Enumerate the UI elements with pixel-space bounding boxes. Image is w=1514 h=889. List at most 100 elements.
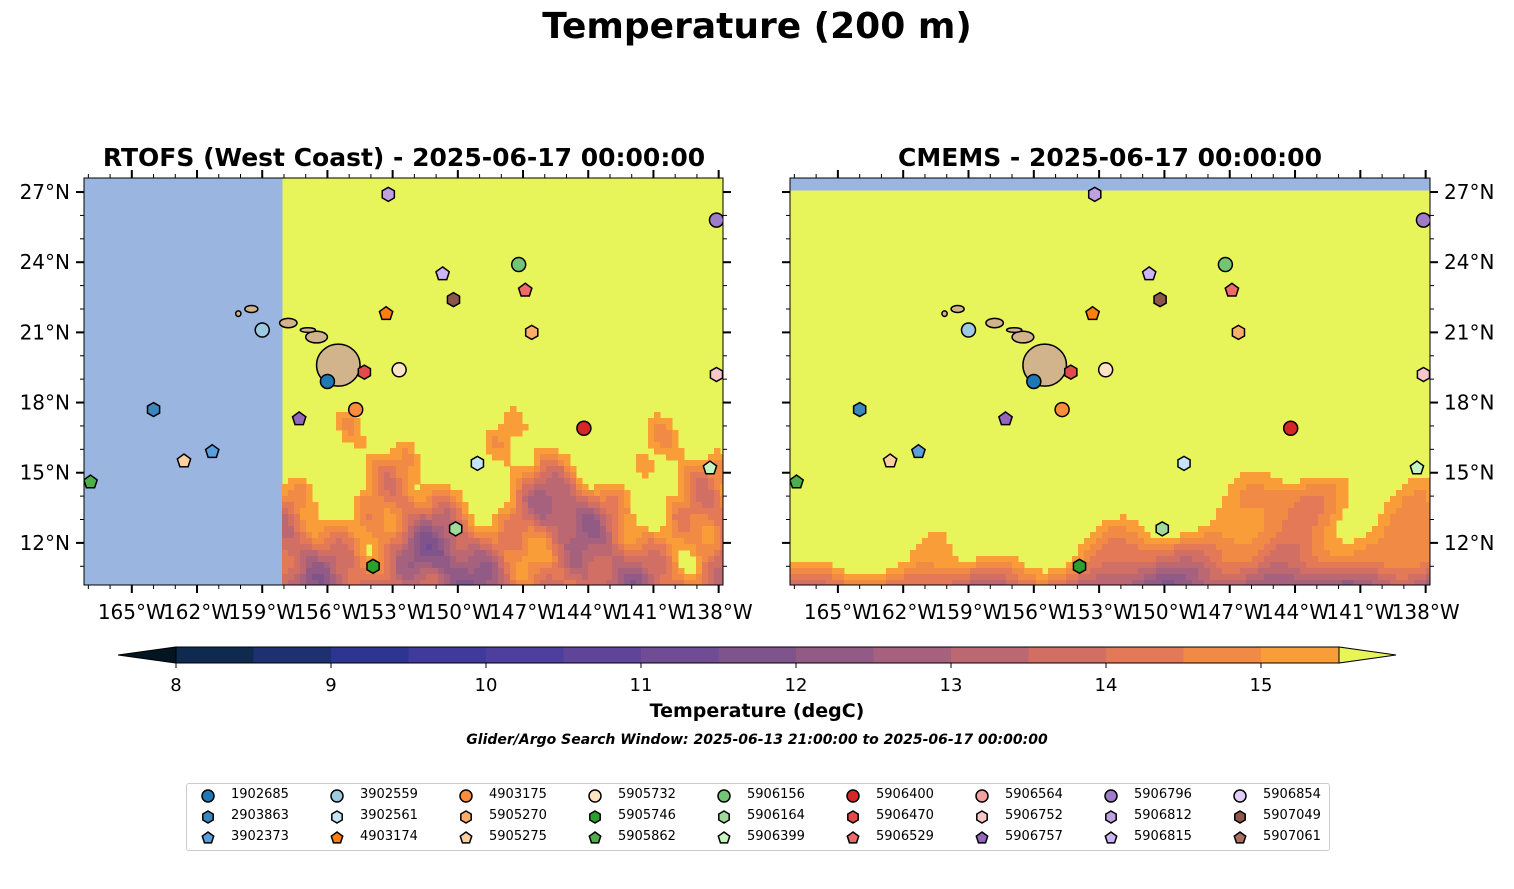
float-marker-5906156 [510, 256, 527, 273]
colorbar-segment [718, 647, 797, 663]
float-marker-5905862 [790, 474, 805, 489]
legend-label: 5906796 [1134, 787, 1192, 802]
legend-marker-icon [331, 810, 343, 824]
float-marker-5906399 [702, 460, 718, 475]
rtofs-xtick-label: 159°W [228, 600, 296, 624]
float-marker-5906796 [708, 212, 723, 228]
float-marker-3902561 [1177, 455, 1191, 472]
cmems-xtick-label: 144°W [1261, 600, 1329, 624]
colorbar-extend-low [117, 646, 177, 664]
colorbar-segment [873, 647, 952, 663]
float-marker-5906815 [1141, 265, 1157, 281]
float-marker-5906156 [1217, 256, 1234, 273]
legend-marker-icon [588, 831, 602, 844]
legend-marker-pentagon [1233, 831, 1247, 844]
float-marker-5905746 [366, 558, 380, 575]
float-legend: 1902685 2903863 3902373 3902559 3902561 49031… [186, 783, 1330, 851]
legend-label: 5907049 [1263, 808, 1321, 823]
cmems-island-molokai [1005, 326, 1023, 334]
float-marker-5905275 [176, 453, 192, 468]
float-marker-2903863 [852, 401, 867, 418]
legend-marker-hexagon [847, 810, 859, 824]
legend-marker-icon [1104, 789, 1118, 803]
rtofs-xtick-label: 147°W [489, 600, 557, 624]
legend-label: 5906854 [1263, 787, 1321, 802]
cmems-xtick-label: 150°W [1130, 600, 1198, 624]
float-marker-5906529 [1224, 282, 1240, 297]
colorbar-segment [1261, 647, 1339, 663]
legend-label: 3902373 [231, 829, 289, 844]
legend-marker-circle [201, 789, 215, 803]
legend-marker-pentagon [201, 831, 215, 844]
rtofs-panel-title: RTOFS (West Coast) - 2025-06-17 00:00:00 [102, 143, 706, 172]
legend-marker-pentagon [846, 831, 860, 844]
float-marker-5906796 [1415, 212, 1430, 228]
rtofs-ytick-label: 24°N [20, 250, 70, 274]
rtofs-island-oahu [278, 317, 298, 329]
legend-marker-hexagon [1105, 810, 1117, 824]
cmems-float-markers [790, 178, 1430, 575]
float-marker-2903863 [146, 401, 161, 418]
legend-label: 5906564 [1005, 787, 1063, 802]
legend-marker-icon [717, 831, 731, 844]
legend-marker-icon [1105, 810, 1117, 824]
legend-marker-icon [459, 789, 473, 803]
rtofs-xtick-label: 150°W [424, 600, 492, 624]
legend-label: 5907061 [1263, 829, 1321, 844]
float-marker-3902373 [910, 443, 926, 459]
rtofs-island-niihau [234, 310, 242, 318]
cmems-island-oahu [985, 317, 1005, 329]
cmems-ytick-label: 27°N [1444, 180, 1494, 204]
legend-marker-icon [975, 789, 989, 803]
cmems-xtick-label: 156°W [1000, 600, 1068, 624]
float-marker-5907049 [446, 291, 461, 308]
rtofs-xtick-label: 144°W [554, 600, 622, 624]
legend-label: 4903174 [360, 829, 418, 844]
colorbar-segment [408, 647, 487, 663]
legend-marker-circle [588, 789, 602, 803]
legend-label: 5906470 [876, 808, 934, 823]
cmems-xtick-label: 138°W [1392, 600, 1460, 624]
legend-marker-icon [1233, 789, 1247, 803]
cmems-island-niihau [941, 310, 948, 318]
float-marker-5906399 [1409, 460, 1425, 475]
legend-marker-icon [717, 789, 731, 803]
float-marker-5906470 [1064, 364, 1078, 381]
legend-label: 4903175 [489, 787, 547, 802]
cmems-xtick-label: 159°W [935, 600, 1003, 624]
rtofs-xtick-label: 153°W [359, 600, 427, 624]
colorbar-tick-label: 8 [170, 675, 181, 696]
legend-label: 5905746 [618, 808, 676, 823]
colorbar-segment [253, 647, 332, 663]
legend-label: 5906399 [747, 829, 805, 844]
cmems-xtick-label: 162°W [869, 600, 937, 624]
legend-label: 3902559 [360, 787, 418, 802]
legend-label: 5906156 [747, 787, 805, 802]
legend-label: 5905270 [489, 808, 547, 823]
cmems-xtick-label: 153°W [1065, 600, 1133, 624]
rtofs-map: 165°W162°W159°W156°W153°W150°W147°W144°W… [20, 170, 753, 624]
rtofs-island-maui [304, 330, 329, 344]
legend-label: 5905862 [618, 829, 676, 844]
float-marker-5905275 [882, 453, 898, 468]
float-marker-5906400 [1282, 420, 1299, 437]
cmems-xtick-label: 165°W [804, 600, 872, 624]
float-marker-4903175 [1054, 401, 1070, 418]
float-marker-5905862 [84, 474, 99, 489]
legend-marker-icon [847, 810, 859, 824]
legend-marker-icon [202, 810, 214, 824]
legend-marker-pentagon [330, 831, 344, 844]
float-marker-5906812 [381, 186, 396, 203]
rtofs-ytick-label: 21°N [20, 320, 70, 344]
colorbar-segment [563, 647, 642, 663]
colorbar-segment [1106, 647, 1184, 663]
colorbar-tick-label: 12 [785, 675, 808, 696]
legend-label: 5906757 [1005, 829, 1063, 844]
colorbar-segment [486, 647, 564, 663]
legend-marker-hexagon [718, 810, 730, 824]
float-marker-5906752 [709, 366, 723, 383]
colorbar-tick-label: 13 [940, 675, 963, 696]
legend-marker-icon [201, 831, 215, 844]
cmems-ytick-label: 24°N [1444, 250, 1494, 274]
legend-label: 5906815 [1134, 829, 1192, 844]
